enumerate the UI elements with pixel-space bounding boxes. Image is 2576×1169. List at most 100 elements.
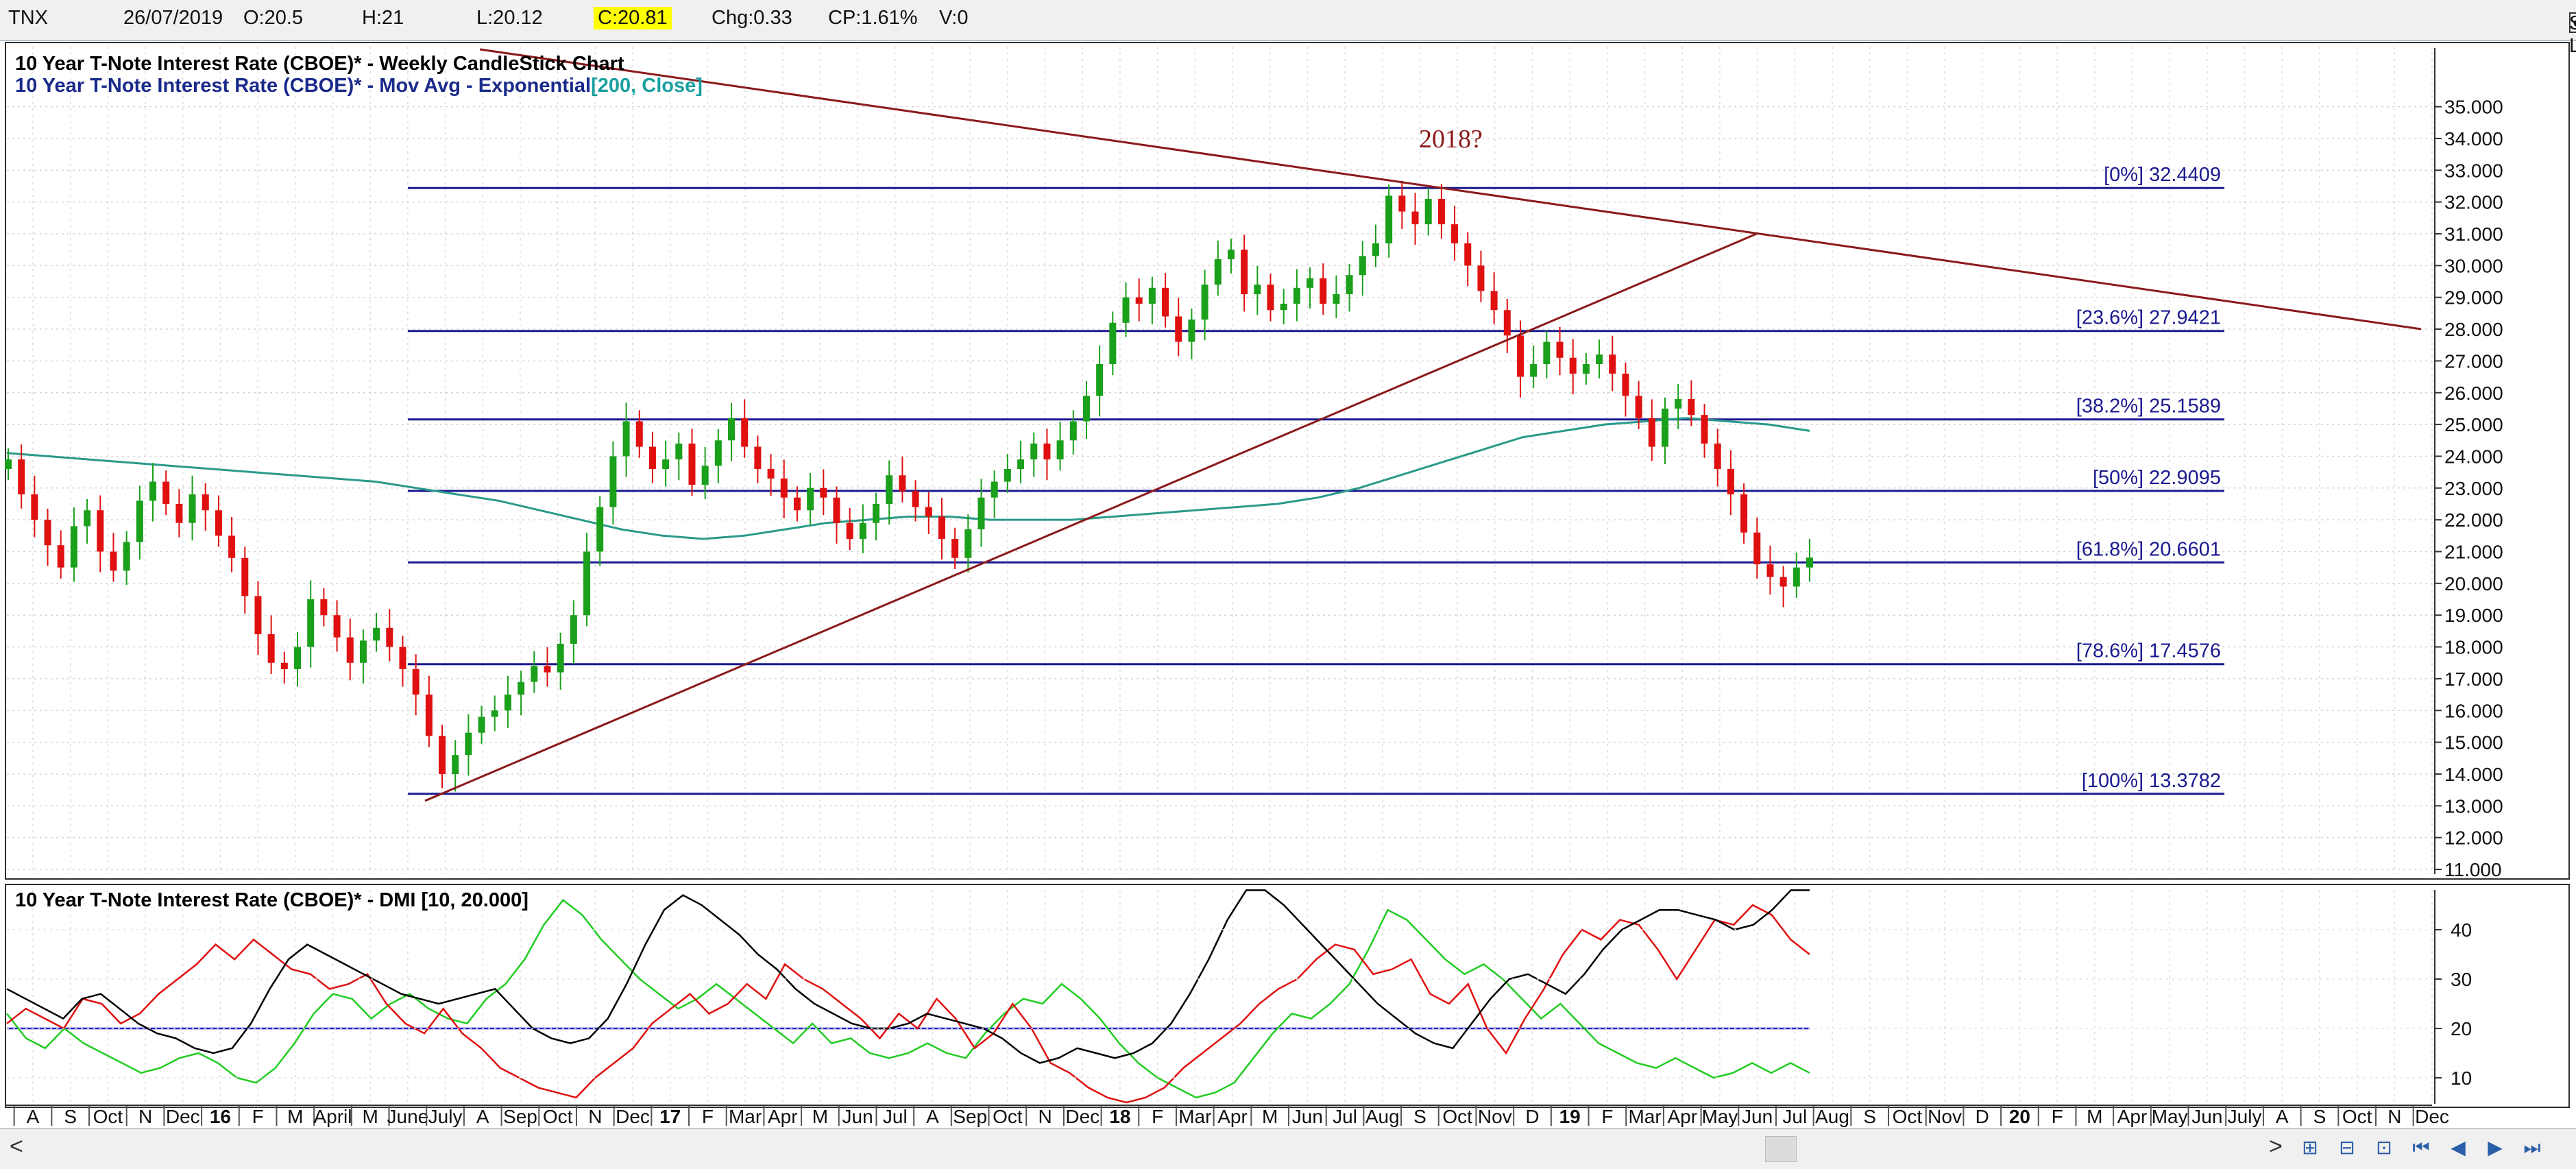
x-tick-label: A [2276, 1106, 2289, 1127]
candle [1411, 193, 1419, 245]
candle [609, 441, 617, 525]
candle [1609, 335, 1616, 391]
candle [1385, 184, 1393, 258]
zoom-in-icon[interactable]: ⊞ [2302, 1137, 2318, 1158]
candle-body [123, 542, 130, 571]
candle [1162, 273, 1169, 328]
candle-body [648, 446, 656, 469]
x-tick-label: M [812, 1106, 828, 1127]
candle [1635, 381, 1642, 430]
candle [1596, 339, 1603, 378]
candle [596, 496, 604, 566]
candle [1503, 299, 1511, 353]
falling-trendline[interactable] [479, 48, 2422, 330]
close-value: C:20.81 [594, 7, 672, 29]
candle-body [833, 497, 840, 523]
x-tick-label: 20 [2009, 1106, 2030, 1127]
low-value: L:20.12 [476, 7, 543, 29]
zoom-out-icon[interactable]: ⊟ [2339, 1137, 2355, 1158]
candle-body [609, 456, 617, 507]
candle-body [688, 443, 696, 485]
symbol-label: TNX [8, 7, 48, 29]
candle [1135, 278, 1143, 322]
candle [991, 470, 998, 518]
candle [964, 514, 972, 573]
x-tick-label: D [1525, 1106, 1539, 1127]
candle [1398, 180, 1406, 230]
candle-body [1333, 294, 1340, 304]
candle [1254, 265, 1261, 315]
candle [294, 631, 302, 687]
y-tick-label: 16.000 [2444, 700, 2503, 721]
checkbox-icon[interactable]: ✔ [2569, 12, 2576, 33]
next-page-icon[interactable]: ▶ [2488, 1137, 2503, 1158]
candle [648, 431, 656, 483]
x-tick-label: 17 [659, 1106, 681, 1127]
candle-body [1320, 278, 1327, 304]
x-tick-label: Mar [1628, 1106, 1661, 1127]
x-tick-label: A [27, 1106, 40, 1127]
candle-body [452, 755, 459, 774]
candle-body [662, 459, 670, 469]
candle [1464, 232, 1472, 287]
candle-body [1806, 557, 1813, 568]
y-tick-label: 26.000 [2444, 383, 2503, 404]
rising-trendline[interactable] [424, 232, 1759, 802]
candle [320, 588, 328, 627]
horizontal-scrollbar[interactable]: < > ⊞ ⊟ ⊡ ⏮ ◀ ▶ ⏭ [0, 1128, 2576, 1169]
y-tick-label: 34.000 [2444, 128, 2503, 149]
candle [149, 463, 157, 522]
candle-body [793, 497, 801, 511]
candle-body [1609, 354, 1616, 374]
x-tick-label: June [387, 1106, 429, 1127]
candle [1622, 362, 1629, 417]
candle-body [97, 510, 104, 552]
dmi-adx-line [6, 889, 1810, 1064]
candle [873, 492, 880, 541]
candle-body [1307, 278, 1314, 288]
candle-body [1779, 577, 1787, 587]
x-tick-label: A [926, 1106, 939, 1127]
first-page-icon[interactable]: ⏮ [2412, 1137, 2430, 1158]
candle [399, 636, 406, 687]
candle-body [1069, 421, 1077, 441]
candle-body [1056, 440, 1064, 460]
candle-body [1385, 195, 1393, 243]
ema-200-line [6, 417, 1810, 540]
candle [1201, 269, 1208, 341]
candle-body [807, 487, 814, 511]
candle [518, 671, 525, 716]
candle [1004, 454, 1011, 493]
fit-icon[interactable]: ⊡ [2376, 1137, 2392, 1158]
candle-body [675, 443, 683, 460]
chart-canvas[interactable]: [0%] 32.4409 [23.6%] 27.9421 [38.2%] 25.15… [0, 0, 2576, 1128]
candle [1753, 517, 1761, 579]
candle-body [57, 545, 64, 568]
candle [820, 469, 827, 516]
dmi-tick-label: 10 [2451, 1068, 2472, 1089]
x-tick-label: N [138, 1106, 152, 1127]
scroll-left-icon[interactable]: < [10, 1133, 23, 1159]
candle-body [1346, 275, 1353, 295]
candle [544, 647, 551, 687]
candle [110, 533, 117, 582]
candle-body [1596, 354, 1603, 365]
candle [31, 475, 38, 538]
scroll-thumb[interactable] [1765, 1136, 1797, 1162]
dmi-title: 10 Year T-Note Interest Rate (CBOE)* - D… [15, 889, 528, 911]
scroll-right-icon[interactable]: > [2269, 1133, 2283, 1159]
candle-body [412, 668, 420, 695]
change-pct-value: CP:1.61% [828, 7, 918, 29]
candle [1556, 326, 1564, 376]
x-tick-label: April [313, 1106, 352, 1127]
candle-body [977, 497, 985, 530]
candle [1122, 282, 1130, 337]
candle [1766, 545, 1774, 595]
x-tick-label: Oct [1893, 1106, 1923, 1127]
candle-body [899, 475, 906, 492]
candle [1779, 566, 1787, 607]
candle [767, 454, 775, 496]
prev-page-icon[interactable]: ◀ [2451, 1137, 2466, 1158]
last-page-icon[interactable]: ⏭ [2523, 1137, 2541, 1158]
chart-title: 10 Year T-Note Interest Rate (CBOE)* - W… [15, 53, 624, 75]
